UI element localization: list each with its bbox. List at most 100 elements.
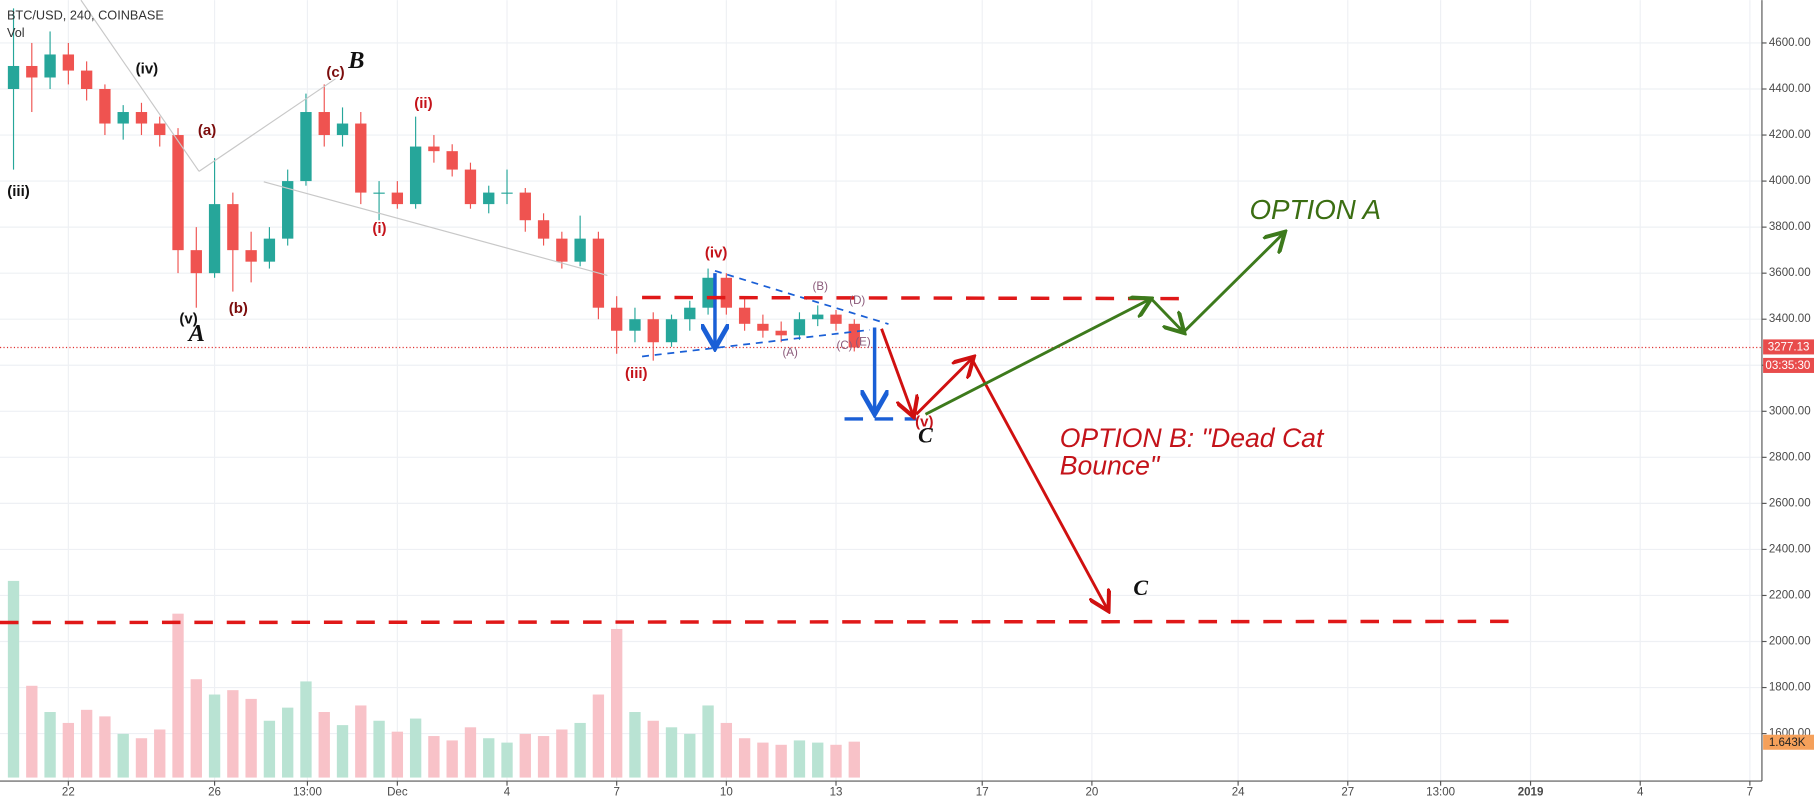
volume-bar: [117, 733, 129, 778]
y-tick-label: 2200.00: [1769, 590, 1811, 602]
volume-bar: [848, 741, 860, 778]
wave-label: (v): [915, 413, 933, 430]
candle-body: [519, 192, 531, 221]
volume-label: 1.643K: [1769, 737, 1806, 749]
triangle-line: [714, 270, 889, 325]
x-tick-label: 2019: [1518, 787, 1544, 799]
volume-bar: [501, 742, 513, 778]
wave-label: (i): [372, 220, 386, 237]
x-tick-label: 13:00: [1426, 787, 1455, 799]
y-tick-label: 4400.00: [1769, 83, 1811, 95]
volume-bar: [574, 722, 586, 778]
x-tick-label: 22: [62, 787, 75, 799]
y-tick-label: 1800.00: [1769, 682, 1811, 694]
drawings: [0, 0, 1516, 625]
volume-bar: [702, 705, 714, 778]
triangle-line: [641, 328, 871, 358]
volume-bar: [245, 698, 257, 778]
x-tick-label: 13:00: [293, 787, 322, 799]
green-arrow: [1181, 234, 1283, 335]
x-tick-label: 20: [1085, 787, 1098, 799]
candle-body: [830, 314, 842, 324]
wave-label: (B): [813, 281, 829, 293]
price-axis: [1761, 0, 1814, 802]
candle-body: [556, 238, 568, 262]
y-tick-label: 2800.00: [1769, 451, 1811, 463]
candle-body: [172, 135, 184, 251]
candle-body: [793, 319, 806, 336]
volume-bar: [629, 712, 641, 778]
volume-bar: [336, 725, 349, 778]
volume-bar: [647, 720, 659, 778]
level-line: [642, 295, 1192, 301]
candle-body: [684, 307, 696, 320]
candle-body: [611, 307, 623, 331]
wave-label: OPTION B: "Dead Cat: [1060, 423, 1325, 453]
candle-body: [647, 319, 659, 343]
volume-bar: [208, 694, 221, 778]
candle-body: [208, 204, 221, 274]
candle-body: [702, 277, 714, 308]
trend-line: [80, 0, 200, 172]
red-arrow: [970, 358, 1107, 609]
countdown: 03:35:30: [1765, 360, 1810, 372]
x-tick-label: 10: [720, 787, 733, 799]
volume-bar: [428, 736, 440, 778]
wave-label: (b): [229, 300, 248, 317]
volume-bar: [172, 613, 184, 778]
candle-body: [318, 112, 330, 136]
y-tick-label: 3600.00: [1769, 267, 1811, 279]
volume-bar: [738, 738, 751, 778]
candle-body: [757, 323, 769, 331]
wave-label: C: [1133, 575, 1148, 600]
wave-label: (D): [849, 295, 865, 307]
y-tick-label: 3800.00: [1769, 221, 1811, 233]
x-tick-label: 26: [208, 787, 221, 799]
x-tick-label: 4: [504, 787, 511, 799]
candle-body: [44, 54, 56, 78]
volume-bar: [26, 685, 38, 778]
y-tick-label: 3400.00: [1769, 313, 1811, 325]
volume-bar: [190, 679, 202, 778]
wave-label: (iii): [625, 365, 648, 382]
candle-body: [26, 65, 38, 78]
y-tick-label: 4600.00: [1769, 37, 1811, 49]
candle-body: [574, 238, 586, 262]
candle-body: [409, 146, 422, 205]
volume-bar: [318, 712, 330, 778]
y-tick-label: 4200.00: [1769, 129, 1811, 141]
candle-body: [300, 112, 312, 182]
x-tick-label: 17: [976, 787, 989, 799]
wave-label: OPTION A: [1249, 194, 1381, 225]
wave-label: Bounce": [1060, 451, 1161, 481]
candle-body: [355, 123, 367, 193]
volume-bar: [611, 628, 623, 778]
y-tick-label: 2000.00: [1769, 636, 1811, 648]
y-tick-label: 2600.00: [1769, 497, 1811, 509]
volume-bar: [537, 736, 550, 778]
volume-box: [1763, 734, 1814, 750]
volume-bar: [80, 709, 93, 778]
volume-bar: [684, 733, 696, 778]
candle-body: [227, 204, 239, 251]
volume-bar: [373, 720, 385, 778]
volume-bar: [483, 738, 495, 778]
candle-body: [7, 65, 20, 90]
red-arrow: [880, 328, 913, 415]
wave-label: (iv): [705, 244, 728, 261]
candle-body: [190, 250, 202, 274]
candle-body: [263, 238, 276, 262]
candle-body: [848, 323, 860, 348]
volume-bar: [720, 722, 733, 778]
volume-bar: [464, 727, 477, 778]
volume-bar: [830, 744, 842, 778]
volume-bar: [282, 707, 294, 778]
candle-body: [99, 89, 111, 124]
candle-body: [738, 307, 751, 324]
candle-body: [282, 181, 294, 239]
last-price-box: [1763, 339, 1814, 355]
time-axis: [0, 781, 1814, 802]
wave-label: (a): [198, 122, 216, 139]
